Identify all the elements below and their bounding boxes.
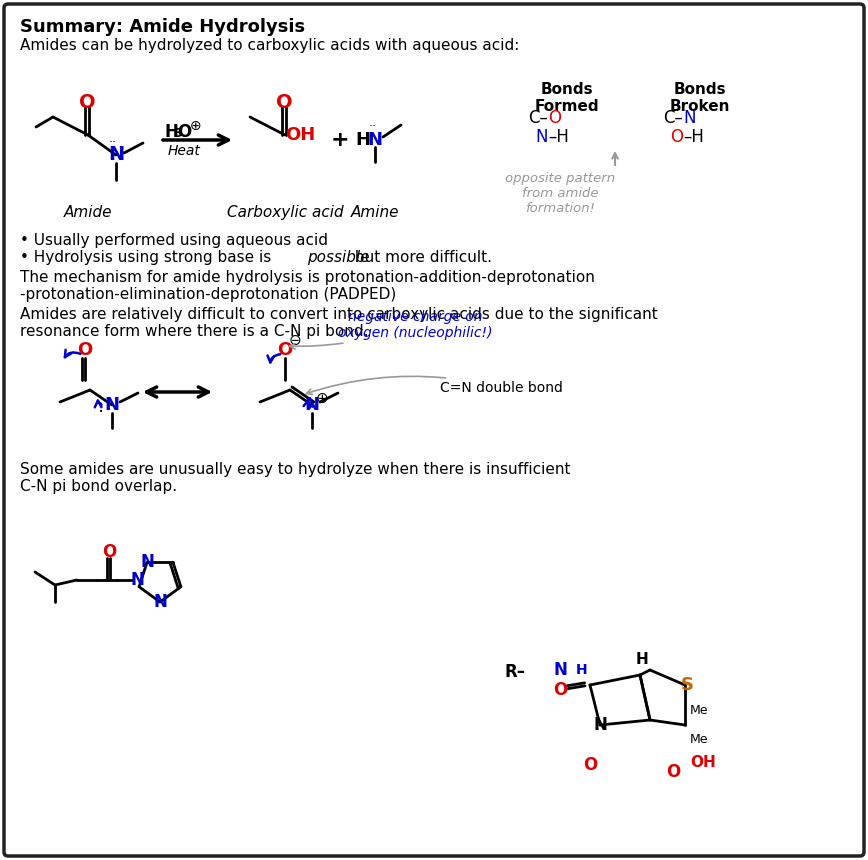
Text: OH: OH	[690, 755, 716, 770]
Text: Summary: Amide Hydrolysis: Summary: Amide Hydrolysis	[20, 18, 306, 36]
Text: –H: –H	[683, 128, 704, 146]
Text: opposite pattern
from amide
formation!: opposite pattern from amide formation!	[505, 172, 615, 215]
Text: C=N double bond: C=N double bond	[306, 377, 562, 395]
Text: O: O	[177, 123, 191, 141]
Text: Me: Me	[690, 704, 708, 717]
Text: O: O	[79, 93, 95, 112]
Text: N: N	[553, 661, 567, 679]
Text: possible: possible	[307, 250, 370, 265]
Text: –H: –H	[548, 128, 569, 146]
Text: O: O	[548, 109, 561, 127]
Text: • Hydrolysis using strong base is: • Hydrolysis using strong base is	[20, 250, 276, 265]
Text: N: N	[683, 109, 695, 127]
Text: N: N	[130, 571, 144, 589]
Text: 3: 3	[173, 127, 181, 140]
Text: N: N	[536, 128, 548, 146]
Text: -protonation-elimination-deprotonation (PADPED): -protonation-elimination-deprotonation (…	[20, 287, 397, 302]
Text: C–: C–	[663, 109, 683, 127]
Text: Carboxylic acid: Carboxylic acid	[227, 205, 344, 220]
Text: H: H	[164, 123, 178, 141]
Text: O: O	[583, 756, 597, 774]
Text: H: H	[576, 663, 588, 677]
Text: Amide: Amide	[63, 205, 112, 220]
FancyBboxPatch shape	[4, 4, 864, 856]
Text: Amine: Amine	[351, 205, 399, 220]
Text: OH: OH	[285, 126, 315, 144]
Text: H: H	[635, 652, 648, 667]
Text: Amides can be hydrolyzed to carboxylic acids with aqueous acid:: Amides can be hydrolyzed to carboxylic a…	[20, 38, 519, 53]
Text: Me: Me	[690, 733, 708, 746]
Text: O: O	[278, 341, 293, 359]
Text: ⊕: ⊕	[316, 390, 328, 406]
Text: O: O	[670, 128, 683, 146]
Text: S: S	[681, 676, 694, 694]
Text: Bonds
Broken: Bonds Broken	[670, 82, 730, 114]
Text: • Usually performed using aqueous acid: • Usually performed using aqueous acid	[20, 233, 328, 248]
Text: N: N	[153, 593, 167, 611]
Text: O: O	[77, 341, 93, 359]
Text: N: N	[367, 131, 383, 149]
Text: but more difficult.: but more difficult.	[350, 250, 492, 265]
Text: O: O	[666, 763, 681, 781]
Text: O: O	[553, 681, 567, 699]
Text: The mechanism for amide hydrolysis is protonation-addition-deprotonation: The mechanism for amide hydrolysis is pr…	[20, 270, 595, 285]
Text: ⊖: ⊖	[289, 333, 301, 347]
Text: Bonds
Formed: Bonds Formed	[535, 82, 599, 114]
Text: :: :	[98, 398, 104, 416]
Text: resonance form where there is a C-N pi bond.: resonance form where there is a C-N pi b…	[20, 324, 369, 339]
Text: Amides are relatively difficult to convert into carboxylic acids due to the sign: Amides are relatively difficult to conve…	[20, 307, 658, 322]
Text: N: N	[140, 553, 154, 571]
Text: N: N	[104, 396, 120, 414]
Text: ··: ··	[109, 136, 117, 149]
Text: C-N pi bond overlap.: C-N pi bond overlap.	[20, 479, 177, 494]
Text: ··: ··	[369, 120, 377, 133]
Text: ⊕: ⊕	[190, 119, 201, 133]
Text: N: N	[305, 396, 319, 414]
Text: C–: C–	[528, 109, 548, 127]
Text: N: N	[108, 145, 124, 164]
Text: Heat: Heat	[168, 144, 201, 158]
Text: +: +	[331, 130, 349, 150]
Text: negative charge on
oxygen (nucleophilic!): negative charge on oxygen (nucleophilic!…	[290, 310, 492, 349]
Text: O: O	[276, 93, 293, 112]
Text: R–: R–	[504, 663, 525, 681]
Text: Some amides are unusually easy to hydrolyze when there is insufficient: Some amides are unusually easy to hydrol…	[20, 462, 570, 477]
Text: O: O	[102, 543, 116, 561]
Text: N: N	[593, 716, 607, 734]
Text: H: H	[356, 131, 371, 149]
